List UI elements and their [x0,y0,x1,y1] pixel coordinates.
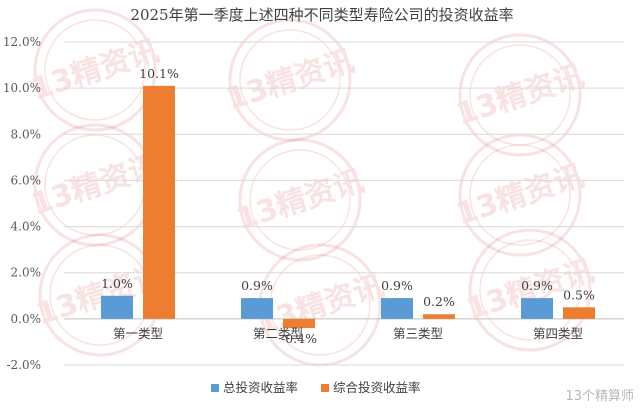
watermark-stamp-inner-ring [44,19,146,121]
watermark-stamp-ring [258,243,382,367]
data-labels: 1.0% 10.1% 0.9% -0.4% 0.9% 0.2% 0.9% 0.5% [101,66,595,346]
data-label: 0.9% [381,278,413,293]
watermark-stamp-inner-ring [269,254,371,356]
data-label: 1.0% [101,276,133,291]
bar-total-return [241,298,273,319]
x-category-label: 第一类型 [113,326,163,341]
watermark-stamp-text: 13精资讯 [452,58,588,132]
data-label: 10.1% [139,66,179,81]
y-tick-label: 10.0% [3,81,41,95]
data-label: 0.9% [241,278,273,293]
bar-comprehensive-return [143,85,175,319]
watermark-stamp-inner-ring [249,149,351,251]
bar-comprehensive-return [563,307,595,319]
x-category-label: 第二类型 [253,326,303,341]
watermark-stamp: 13精资讯 [232,138,368,262]
bar-comprehensive-return [423,314,455,319]
y-tick-label: 6.0% [11,173,42,187]
watermark-stamp: 13精资讯 [452,133,588,257]
data-label: 0.2% [423,294,455,309]
y-tick-label: -2.0% [6,358,41,372]
watermark-stamp-ring [458,133,582,257]
bar-total-return [381,298,413,319]
watermark-stamp-ring [238,138,362,262]
y-tick-label: 4.0% [11,220,42,234]
bar-total-return [101,295,133,319]
bars [101,85,595,329]
x-category-label: 第四类型 [533,326,583,341]
corner-watermark: 13个精算师 [565,389,634,404]
watermark-stamp-ring [228,18,352,142]
y-tick-label: 0.0% [11,312,42,326]
y-tick-label: 12.0% [3,35,41,49]
x-category-label: 第三类型 [393,326,443,341]
watermark-stamp-inner-ring [469,144,571,246]
watermark-stamp-text: 13精资讯 [452,158,588,232]
watermark-stamp-text: 13精资讯 [27,148,163,222]
watermark-stamp-ring [33,8,157,132]
watermark-stamp-inner-ring [239,29,341,131]
bar-total-return [521,298,553,319]
legend-swatch-total [211,384,219,392]
legend-label-total: 总投资收益率 [223,380,298,395]
y-tick-label: 8.0% [11,127,42,141]
data-label: -0.4% [281,331,317,346]
bar-comprehensive-return [283,318,315,329]
legend-swatch-comprehensive [321,384,329,392]
data-label: 0.5% [563,287,595,302]
watermark-stamp-inner-ring [469,44,571,146]
watermark-stamp-ring [458,33,582,157]
y-tick-label: 2.0% [11,266,42,280]
x-axis-categories: 第一类型 第二类型 第三类型 第四类型 [113,326,583,341]
watermark-stamp-inner-ring [479,239,581,341]
legend-label-comprehensive: 综合投资收益率 [333,380,421,395]
legend: 总投资收益率 综合投资收益率 [211,380,421,395]
chart-title: 2025年第一季度上述四种不同类型寿险公司的投资收益率 [130,6,513,24]
y-axis-ticks: -2.0% 0.0% 2.0% 4.0% 6.0% 8.0% 10.0% 12.0% [3,35,41,372]
watermark-stamp-inner-ring [44,134,146,236]
watermark-stamp-text: 13精资讯 [222,43,358,117]
watermark-stamp-ring [468,228,592,352]
watermark-stamp: 13精资讯 [452,33,588,157]
data-label: 0.9% [521,278,553,293]
